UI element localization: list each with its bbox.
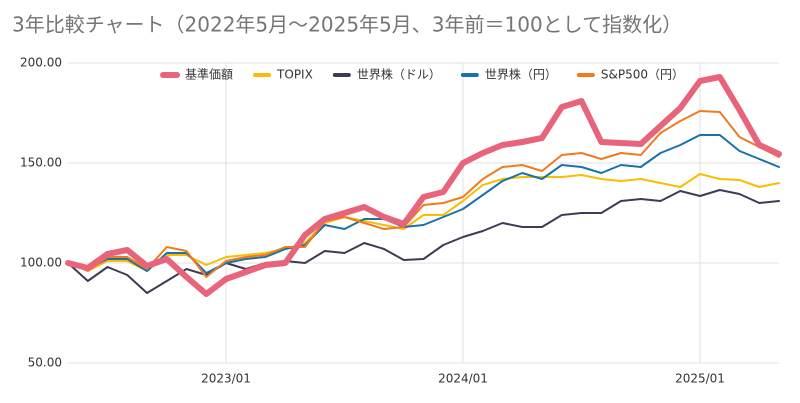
series-line [65, 74, 782, 297]
x-tick-label: 2023/01 [201, 372, 251, 386]
y-tick-label: 50.00 [28, 356, 62, 370]
x-tick-label: 2024/01 [438, 372, 488, 386]
legend-label: S&P500（円） [601, 68, 684, 82]
x-tick-label: 2025/01 [675, 372, 725, 386]
y-tick-label: 200.00 [20, 56, 62, 70]
series-line [67, 173, 780, 272]
series-line [67, 110, 780, 278]
legend-label: 基準価額 [185, 67, 233, 82]
legend: 基準価額 TOPIX 世界株（ドル） 世界株（円） S&P500（円） [160, 67, 684, 82]
legend-label: 世界株（円） [485, 67, 557, 82]
chart-title: 3年比較チャート（2022年5月～2025年5月、3年前＝100として指数化） [12, 13, 682, 37]
series-line [67, 134, 780, 274]
y-tick-label: 100.00 [20, 256, 62, 270]
series-line [67, 189, 780, 294]
y-tick-label: 150.00 [20, 156, 62, 170]
legend-label: 世界株（ドル） [357, 67, 441, 82]
legend-label: TOPIX [276, 68, 313, 82]
